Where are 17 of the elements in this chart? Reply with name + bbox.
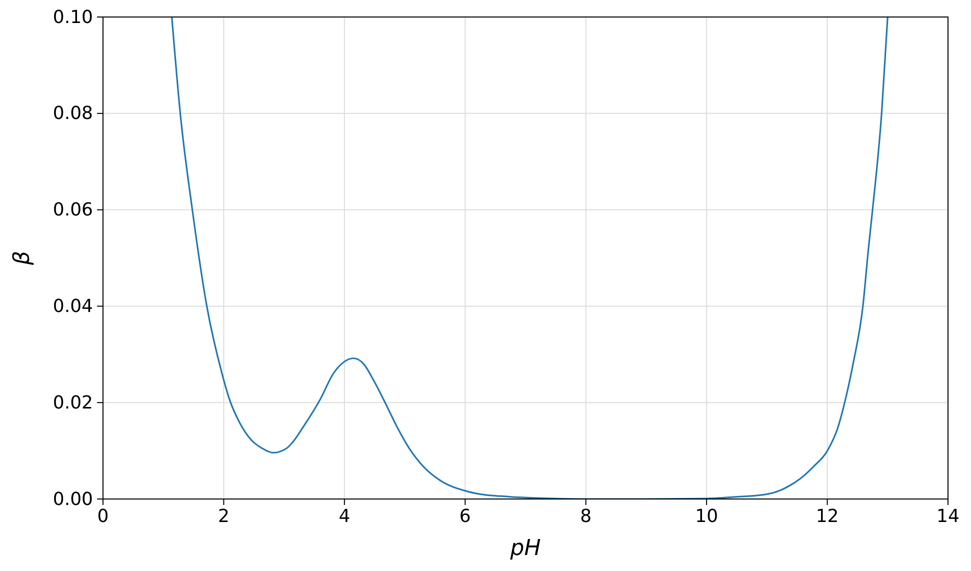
x-tick-label: 4 xyxy=(338,506,350,527)
y-tick-label: 0.08 xyxy=(52,103,93,124)
x-tick-label: 2 xyxy=(218,506,230,527)
x-tick-label: 14 xyxy=(936,506,960,527)
line-series xyxy=(171,17,888,499)
y-tick-label: 0.06 xyxy=(52,200,93,221)
y-axis-title: β xyxy=(10,250,35,266)
x-tick-label: 0 xyxy=(97,506,109,527)
x-tick-label: 8 xyxy=(580,506,592,527)
y-tick-label: 0.02 xyxy=(52,392,93,414)
y-tick-label: 0.10 xyxy=(52,6,93,28)
y-tick-label: 0.00 xyxy=(52,488,93,510)
x-tick-label: 6 xyxy=(459,506,471,527)
x-tick-label: 12 xyxy=(816,506,839,527)
y-tick-label: 0.04 xyxy=(52,296,93,317)
x-tick-label: 10 xyxy=(695,506,718,527)
x-axis-title: pH xyxy=(509,536,541,561)
